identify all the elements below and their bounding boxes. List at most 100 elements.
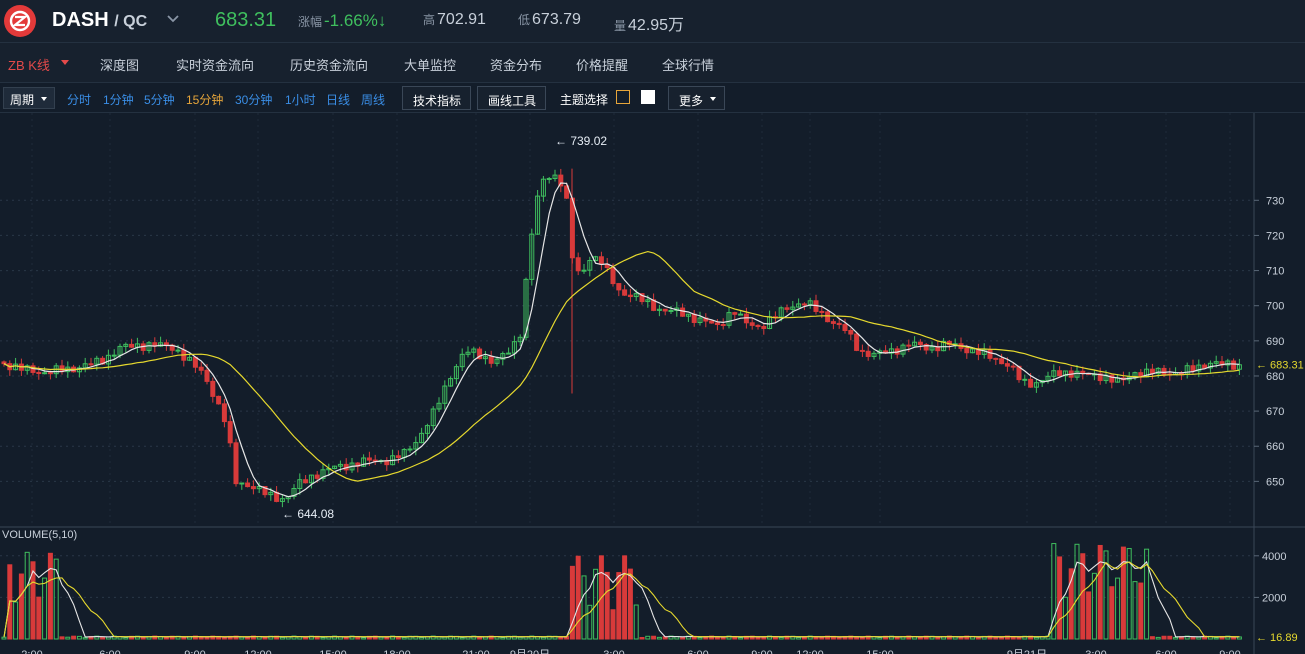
candle-body (523, 278, 529, 338)
price-tick-label: 720 (1266, 230, 1284, 242)
caret-down-icon[interactable] (61, 60, 69, 65)
volume-bar (622, 555, 628, 640)
candle-body (1236, 364, 1242, 370)
candle-body (511, 341, 517, 354)
interval-1h[interactable]: 1小时 (285, 93, 316, 107)
volume-bar (477, 636, 483, 640)
candle-body (1, 361, 7, 365)
candle-body (227, 421, 233, 444)
moving-averages (3, 182, 1240, 498)
interval-week[interactable]: 周线 (361, 93, 386, 107)
volume-bar (610, 609, 616, 640)
candle-body (250, 486, 256, 490)
candle-body (291, 488, 297, 497)
more-button[interactable]: 更多 (668, 86, 725, 110)
volume-bar (680, 636, 686, 640)
volume-bar (633, 604, 639, 640)
ma30-line (3, 250, 1240, 482)
candle-body (929, 346, 935, 351)
candle-body (430, 408, 436, 427)
tab-global-market[interactable]: 全球行情 (662, 58, 715, 73)
volume-bar (819, 636, 825, 640)
volume-axis: 2000 4000 (1254, 551, 1286, 604)
candle-body (1225, 360, 1231, 366)
volume-bar (697, 637, 703, 640)
candle-body (859, 349, 865, 352)
candle-body (1196, 364, 1202, 372)
interval-timeline[interactable]: 分时 (67, 93, 92, 107)
candle-body (726, 312, 732, 326)
price-tick-label: 680 (1266, 371, 1284, 383)
tab-fund-distribution[interactable]: 资金分布 (490, 58, 543, 73)
candle-body (993, 357, 999, 360)
candle-body (314, 474, 320, 479)
change-label: 涨幅 (298, 15, 323, 29)
interval-5m[interactable]: 5分钟 (144, 93, 175, 107)
interval-1m[interactable]: 1分钟 (103, 93, 134, 107)
zb-logo-icon[interactable] (4, 5, 36, 37)
candle-body (732, 312, 738, 315)
candle-body (465, 351, 471, 355)
theme-dark-swatch[interactable] (616, 90, 630, 104)
candle-body (459, 353, 465, 368)
price-tick-label: 710 (1266, 266, 1284, 278)
candle-body (395, 455, 401, 458)
volume-label: 量 (614, 19, 627, 33)
candle-body (488, 356, 494, 364)
candle-body (24, 365, 30, 371)
volume-bar (656, 636, 662, 640)
candle-body (871, 352, 877, 357)
candle-body (123, 343, 129, 347)
candle-body (198, 366, 204, 371)
candle-body (419, 432, 425, 444)
price-tick-label: 730 (1266, 195, 1284, 207)
candle-body (941, 340, 947, 352)
candle-body (332, 465, 338, 470)
volume-bar (419, 636, 425, 640)
volume-bar (1033, 636, 1039, 640)
volume-bar (42, 577, 48, 640)
draw-tools-button[interactable]: 画线工具 (477, 86, 546, 110)
tab-depth[interactable]: 深度图 (100, 58, 140, 73)
time-axis: 2:00 6:00 9:00 12:00 15:00 18:00 21:00 9月20日 3:0… (21, 649, 1240, 654)
tab-realtime-flow[interactable]: 实时资金流向 (176, 58, 255, 73)
time-tick-label: 9:00 (184, 649, 205, 654)
candle-body (1155, 367, 1161, 375)
time-tick-label: 12:00 (244, 649, 272, 654)
period-select[interactable]: 周期 (3, 87, 55, 109)
candle-body (517, 336, 523, 343)
volume-bar (24, 551, 30, 640)
volume-bar (1051, 543, 1057, 640)
candle-body (111, 354, 117, 357)
indicators-button[interactable]: 技术指标 (402, 86, 471, 110)
volume-bar (575, 555, 581, 640)
market-pair[interactable]: DASH / QC (52, 9, 147, 32)
candle-body (175, 349, 181, 352)
volume-bar (627, 568, 633, 640)
tab-price-alert[interactable]: 价格提醒 (576, 58, 629, 73)
volume-bar (639, 636, 645, 640)
candle-body (970, 348, 976, 354)
theme-light-swatch[interactable] (641, 90, 655, 104)
candle-body (105, 354, 111, 365)
candle-body (204, 369, 210, 382)
candle-body (714, 322, 720, 326)
volume-bar (935, 637, 941, 640)
volume-bar (181, 637, 187, 640)
chevron-down-icon[interactable] (166, 12, 180, 26)
interval-day[interactable]: 日线 (326, 93, 351, 107)
kline-chart[interactable]: 650 660 670 680 690 700 710 720 730 2000 4000 2:0… (0, 113, 1305, 654)
volume-bar (1109, 586, 1115, 640)
volume-bar (140, 636, 146, 640)
interval-15m[interactable]: 15分钟 (186, 93, 224, 107)
volume-bar (651, 635, 657, 640)
tab-history-flow[interactable]: 历史资金流向 (290, 58, 369, 73)
volume-bar (303, 636, 309, 640)
high-label: 高 (423, 13, 436, 27)
tab-large-orders[interactable]: 大单监控 (404, 58, 457, 73)
volume-bar (993, 636, 999, 640)
volume-bar (163, 636, 169, 640)
interval-30m[interactable]: 30分钟 (235, 93, 273, 107)
price-tick-label: 660 (1266, 441, 1284, 453)
tab-kline[interactable]: ZB K线 (8, 58, 50, 73)
